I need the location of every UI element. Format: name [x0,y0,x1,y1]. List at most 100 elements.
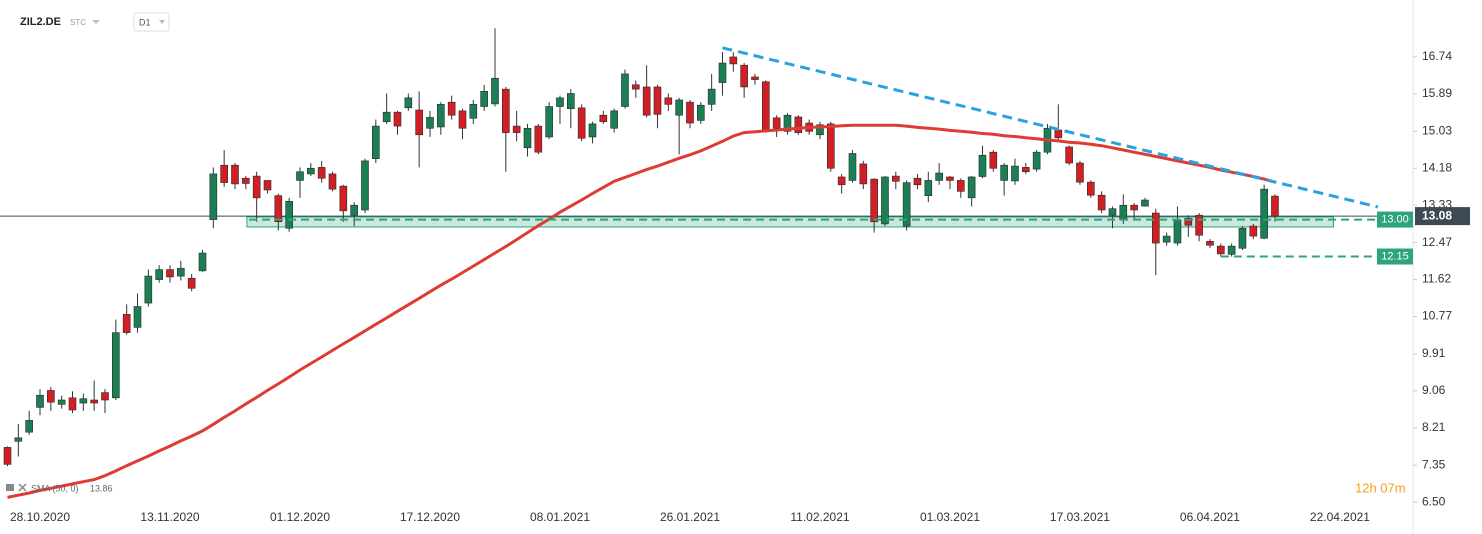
candle-body [1108,208,1117,216]
candle-body [957,180,965,192]
interval-box[interactable] [133,12,170,32]
candle-body [307,167,315,175]
candle-body [599,114,608,123]
candle-body [1022,167,1030,173]
candle-body [1119,204,1128,221]
candle-body [523,127,532,149]
candle-body [285,201,293,229]
y-tick-label: 9.91 [1422,346,1446,360]
candle-body [274,195,283,223]
candle-body [1054,129,1063,139]
candle-body [1184,217,1193,226]
candle-body [155,269,163,280]
symbol[interactable]: ZIL2.DE [20,16,61,28]
y-tick-label: 11.62 [1422,272,1451,286]
candle-body [718,62,727,83]
x-tick-label: 26.01.2021 [660,510,720,524]
candle-body [166,269,174,278]
remove-icon[interactable] [18,483,27,492]
trendline [722,46,1379,209]
legend-icon[interactable] [6,484,14,491]
x-tick-label: 11.02.2021 [790,510,849,524]
candle-body [177,267,185,277]
candle-body [697,104,705,121]
candle-body [25,420,33,433]
candle-body [1173,219,1182,244]
x-tick-label: 22.04.2021 [1310,510,1370,524]
candle-body [296,171,304,181]
sma-value: 13.86 [90,483,113,493]
candle-body [837,176,846,186]
candle-body [47,390,55,403]
x-tick-label: 17.12.2020 [400,510,460,524]
candle-body [794,116,803,133]
candle-body [231,164,239,185]
candle-body [14,437,23,442]
candle-body [36,394,44,408]
candle-body [404,97,413,109]
candle-body [1271,195,1279,217]
interval[interactable]: D1 [139,17,151,27]
y-tick-label: 10.77 [1422,309,1452,323]
candle-body [848,153,857,181]
candle-body [892,175,900,182]
candle-body [1011,165,1019,182]
x-tick-label: 28.10.2020 [10,510,70,524]
candle-body [437,104,445,128]
plot-area [0,28,1413,499]
candle-body [729,56,738,65]
instrument-type[interactable]: STC [70,18,86,27]
candle-body [870,178,878,223]
candle-body [122,314,131,333]
candle-body [317,167,326,179]
candle-body [675,99,683,116]
candle-body [632,84,640,90]
candle-body [112,332,120,399]
candle-body [664,97,673,105]
candle-body [577,107,586,139]
candle-body [415,109,423,136]
sma-legend: SMA (50, 0) [31,483,79,493]
dropdown-arrow[interactable] [159,20,165,24]
candle-body [1249,225,1258,237]
candle-body [220,164,228,183]
candle-body [816,124,824,136]
candle-body [1216,245,1225,255]
candle-body [144,275,153,304]
candle-body [1000,164,1008,181]
candle-body [740,64,748,88]
candle-body [827,123,835,169]
candle-body [328,173,337,190]
candle-body [707,88,716,105]
candle-body [534,125,543,153]
timer: 12h 07m [1355,480,1406,495]
candle-body [491,77,499,105]
x-tick-label: 06.04.2021 [1180,510,1240,524]
level-label-box [1377,248,1413,265]
candle-body [1087,181,1095,196]
candle-body [198,252,207,272]
sma-line [7,123,1276,499]
dropdown-arrow[interactable] [92,20,100,24]
candle-body [79,398,88,404]
candle-body [1141,199,1149,207]
candle-body [252,175,261,199]
candle-body [361,160,369,211]
candle-body [1206,241,1214,246]
x-tick-label: 17.03.2021 [1050,510,1110,524]
candle-body [187,277,196,289]
candle-body [913,177,922,186]
candle-body [653,86,662,115]
candle-body [567,93,575,109]
candle-body [978,154,987,177]
candle-body [588,123,597,138]
candle-body [783,114,792,132]
candle-body [642,86,651,116]
x-tick-label: 01.12.2020 [270,510,330,524]
candle-body [1151,212,1160,244]
candle-body [512,125,521,133]
candle-body [751,76,759,80]
